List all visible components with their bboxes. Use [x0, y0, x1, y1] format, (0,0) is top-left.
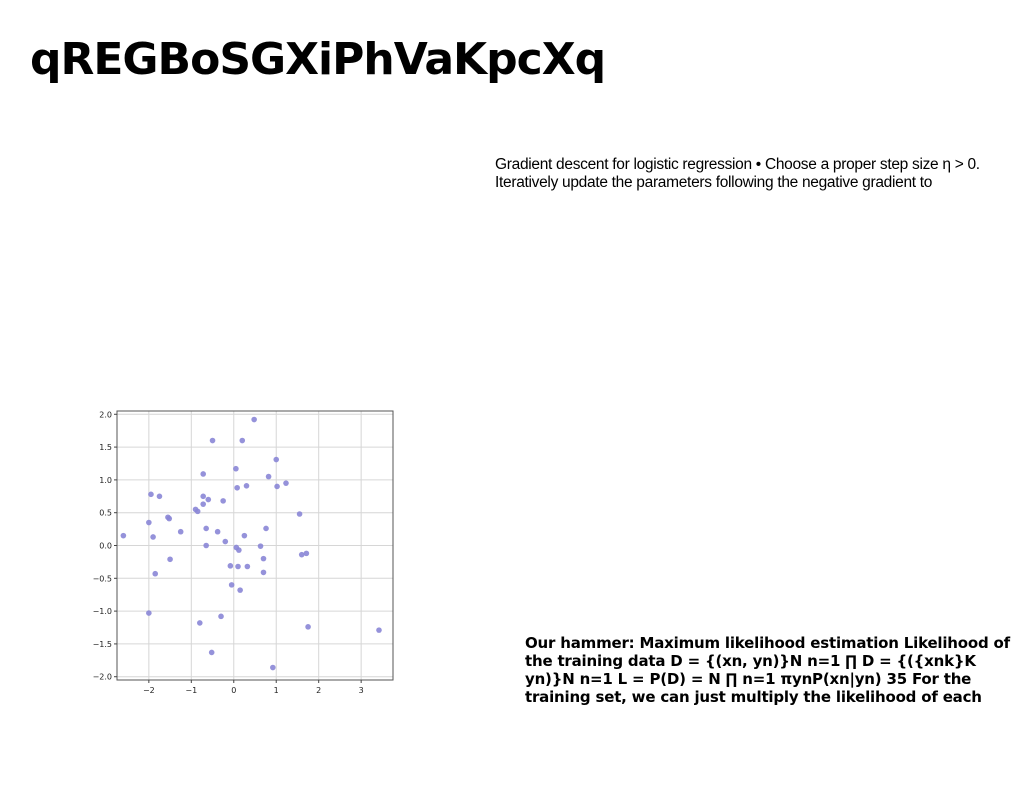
scatter-point [166, 515, 173, 522]
scatter-point [283, 480, 289, 486]
mle-text: Our hammer: Maximum likelihood estimatio… [525, 634, 1010, 706]
y-tick-label: −1.5 [93, 640, 112, 649]
scatter-point [227, 563, 234, 569]
page-title: qREGBoSGXiPhVaKpcXq [30, 34, 606, 85]
scatter-point [152, 570, 159, 577]
scatter-point [235, 563, 241, 570]
scatter-point [243, 482, 250, 489]
x-tick-label: 2 [316, 686, 321, 695]
scatter-point [244, 563, 251, 570]
scatter-point [376, 627, 382, 633]
scatter-point [237, 587, 243, 593]
scatter-point [205, 496, 212, 503]
scatter-point [234, 484, 240, 491]
scatter-point [260, 569, 267, 576]
scatter-point [197, 620, 203, 626]
scatter-point [150, 534, 156, 540]
scatter-point [303, 550, 310, 557]
scatter-point [146, 610, 152, 616]
scatter-point [228, 582, 235, 588]
scatter-point [200, 493, 206, 500]
scatter-point [236, 547, 242, 553]
scatter-point [120, 532, 127, 539]
scatter-chart: −2 −1 0 1 2 3 2.0 1.5 1.0 0.5 0.0 −0.5 −1.0 −1.5 −2.0 [88, 402, 408, 702]
scatter-point [273, 456, 280, 463]
y-tick-label: −1.0 [93, 607, 112, 616]
scatter-point [233, 465, 239, 472]
y-tick-label: −2.0 [93, 673, 112, 682]
x-tick-label: 3 [359, 686, 364, 695]
y-tick-label: 0.0 [99, 542, 112, 551]
y-tick-label: 1.5 [99, 443, 112, 452]
scatter-point [177, 528, 184, 535]
scatter-point [218, 613, 224, 620]
scatter-point [194, 508, 201, 515]
scatter-point [296, 511, 303, 517]
scatter-point [270, 664, 276, 671]
y-tick-label: 2.0 [99, 410, 112, 419]
scatter-point [214, 528, 221, 535]
scatter-point [203, 525, 209, 532]
y-tick-label: −0.5 [93, 574, 112, 583]
scatter-point [305, 624, 311, 630]
y-tick-label: 0.5 [99, 509, 112, 518]
scatter-point [260, 555, 267, 562]
x-tick-label: −2 [143, 686, 155, 695]
scatter-point [208, 649, 215, 656]
scatter-point [200, 471, 206, 477]
scatter-point [263, 525, 269, 532]
scatter-point [220, 498, 226, 504]
scatter-point [222, 538, 229, 545]
scatter-point [251, 416, 257, 423]
gradient-descent-text: Gradient descent for logistic regression… [495, 156, 980, 191]
x-tick-label: 1 [274, 686, 279, 695]
scatter-point [209, 437, 216, 444]
x-tick-label: 0 [231, 686, 236, 695]
scatter-point [148, 491, 154, 498]
scatter-plot-svg: −2 −1 0 1 2 3 2.0 1.5 1.0 0.5 0.0 −0.5 −1.0 −1.5 −2.0 [93, 410, 394, 695]
scatter-point [239, 437, 246, 444]
y-tick-label: 1.0 [99, 476, 112, 485]
scatter-point [200, 501, 206, 507]
scatter-point [241, 532, 248, 539]
scatter-point [146, 519, 152, 526]
scatter-point [274, 483, 280, 490]
scatter-point [265, 473, 272, 480]
scatter-point [203, 542, 209, 549]
x-tick-label: −1 [185, 686, 197, 695]
scatter-point [156, 493, 163, 500]
scatter-point [167, 556, 173, 563]
scatter-point [298, 551, 305, 558]
scatter-point [257, 543, 264, 549]
